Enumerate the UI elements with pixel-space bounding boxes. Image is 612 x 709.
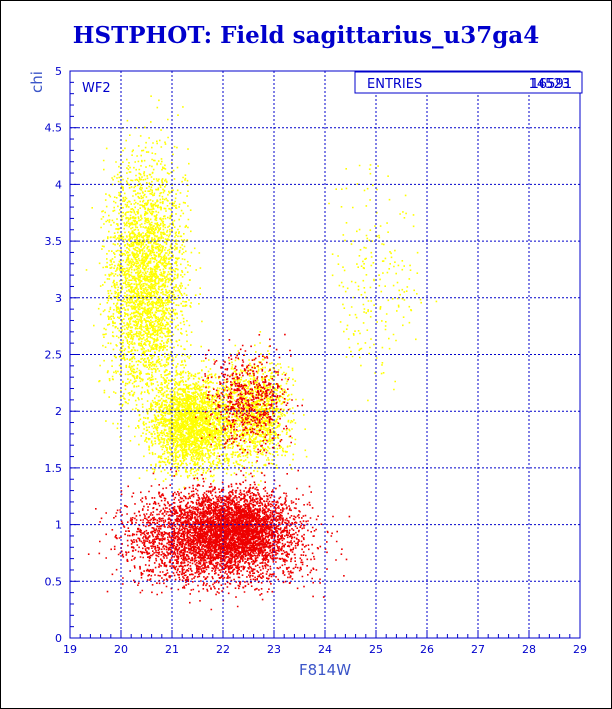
y-tick-label: 4 [55,178,62,191]
series-1-points [87,333,351,611]
y-tick-label: 2 [55,405,62,418]
x-tick-label: 21 [165,643,179,656]
y-tick-label: 1.5 [45,462,63,475]
x-tick-label: 25 [369,643,383,656]
chip-annotation: WF2 [82,81,111,96]
x-tick-label: 23 [267,643,281,656]
x-tick-label: 24 [318,643,332,656]
x-axis-label: F814W [299,661,351,679]
y-tick-label: 2.5 [45,349,63,362]
y-tick-label: 3 [55,292,62,305]
stats-box: ENTRIES 16591 14523 [354,71,583,94]
y-tick-label: 0 [55,632,62,645]
x-axis-ticks: 19 20 21 22 23 24 25 26 27 28 29 [63,630,587,656]
series-0-points [85,95,438,497]
stats-entries-label: ENTRIES [367,77,422,92]
x-tick-label: 28 [522,643,536,656]
chart-title: HSTPHOT: Field sagittarius_u37ga4 [72,22,540,49]
y-axis-label: chi [28,71,46,93]
y-tick-label: 5 [55,65,62,78]
x-tick-label: 19 [63,643,77,656]
x-tick-label: 22 [216,643,230,656]
y-tick-label: 1 [55,519,62,532]
y-tick-label: 0.5 [45,575,63,588]
x-tick-label: 27 [471,643,485,656]
grid-lines [70,71,580,638]
stats-box-border [354,71,583,94]
data-points [85,95,438,611]
stats-entries-value-1: 16591 [531,77,572,92]
y-tick-label: 3.5 [45,235,63,248]
stats-entries-value-2: 14523 [529,77,570,92]
y-axis-ticks: 0 0.5 1 1.5 2 2.5 3 3.5 4 4.5 5 [45,65,78,645]
y-tick-label: 4.5 [45,122,63,135]
x-tick-label: 20 [114,643,128,656]
x-tick-label: 26 [420,643,434,656]
x-tick-label: 29 [573,643,587,656]
